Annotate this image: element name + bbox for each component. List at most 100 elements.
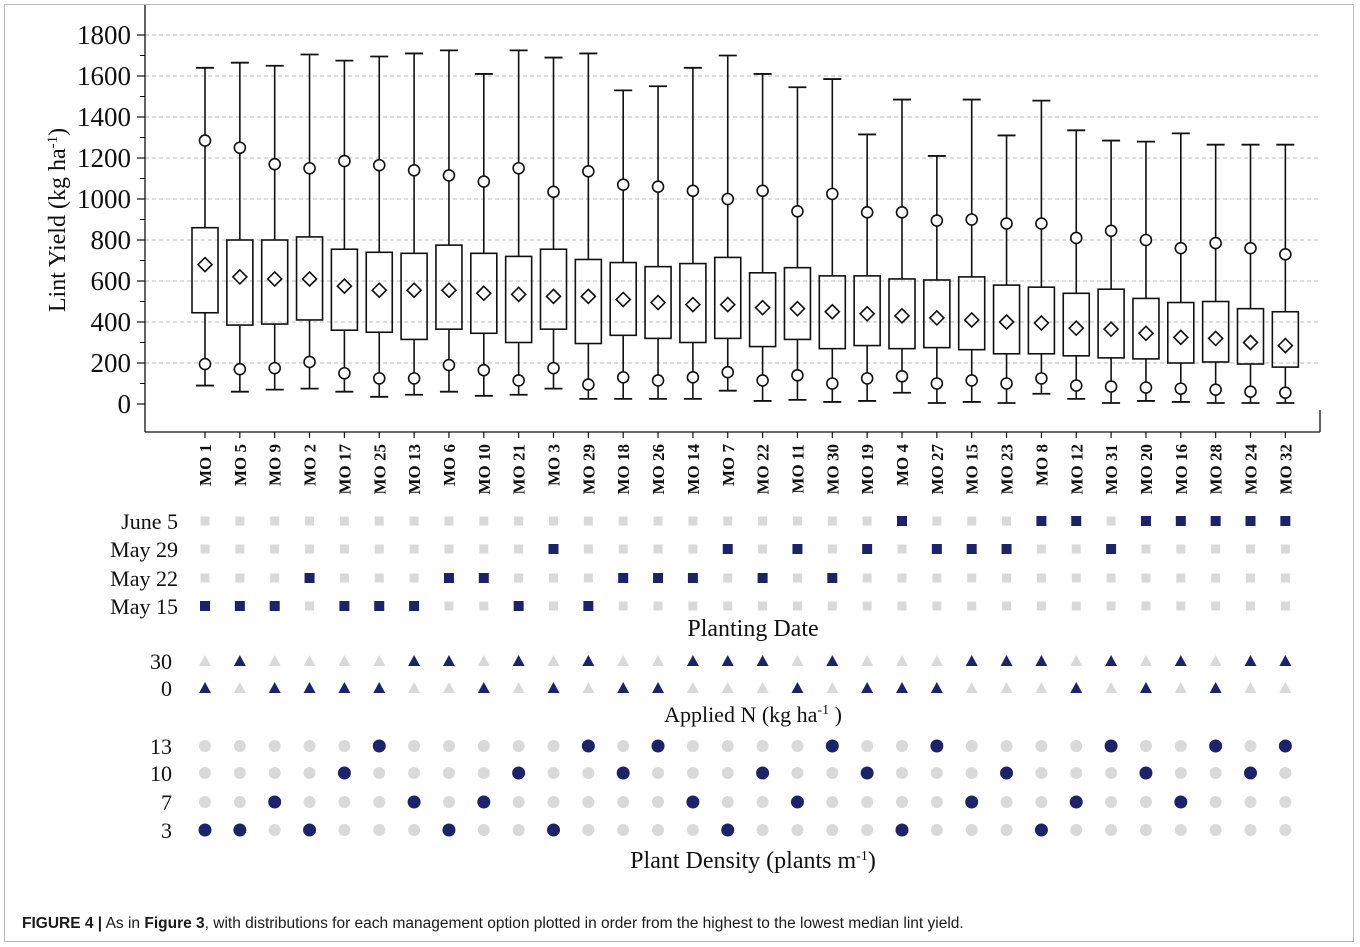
level-marker-selected: [268, 795, 282, 809]
x-tick-label: MO 2: [301, 444, 320, 486]
p5-marker: [930, 377, 944, 390]
level-marker: [409, 544, 419, 554]
x-tick-labels: MO 1 MO 5 MO 9 MO 2 MO 17 MO 25 MO 13 MO 6 MO 10…: [196, 444, 1295, 495]
level-marker: [442, 767, 455, 779]
level-marker: [965, 767, 978, 779]
box-mo-29: [574, 52, 603, 400]
median-marker: [719, 296, 736, 313]
p5-marker: [895, 370, 909, 383]
p95-marker: [1035, 217, 1048, 230]
level-marker: [756, 796, 769, 808]
level-marker: [409, 516, 419, 526]
level-marker: [1246, 544, 1255, 554]
level-marker: [618, 516, 628, 526]
level-marker: [965, 824, 978, 836]
level-marker-selected: [827, 573, 838, 583]
factor-triangle: 300 Applied N (kg ha-1 ): [150, 649, 1292, 727]
p95-marker: [338, 154, 351, 168]
box-mo-31: [1097, 139, 1125, 404]
p5-marker: [477, 363, 491, 377]
level-marker: [758, 544, 768, 554]
level-marker: [1209, 824, 1222, 836]
level-marker: [1106, 516, 1116, 526]
level-marker: [686, 682, 699, 693]
x-tick-label: MO 19: [858, 444, 877, 495]
level-marker: [514, 573, 524, 583]
level-marker: [896, 740, 908, 752]
x-tick-label: MO 9: [266, 444, 285, 486]
level-marker: [583, 516, 593, 526]
level-marker: [1070, 824, 1083, 836]
level-marker-selected: [862, 544, 873, 554]
x-tick-label: MO 30: [823, 444, 842, 495]
level-marker: [233, 682, 246, 693]
p95-marker: [442, 169, 456, 182]
iqr-box: [574, 258, 603, 345]
level-marker-selected: [1245, 516, 1256, 526]
level-marker-selected: [1244, 655, 1257, 666]
box-mo-5: [226, 61, 254, 393]
level-marker: [1106, 573, 1116, 583]
factor-title: Applied N (kg ha-1 ): [664, 702, 842, 727]
level-marker-selected: [547, 682, 560, 693]
level-marker: [652, 796, 665, 808]
p5-marker: [686, 371, 700, 384]
p5-marker: [233, 362, 247, 376]
level-marker-selected: [582, 655, 595, 666]
level-marker: [268, 824, 281, 836]
y-tick-label: 800: [91, 225, 132, 255]
level-marker: [965, 682, 978, 693]
iqr-box: [818, 275, 847, 350]
p5-marker: [582, 378, 595, 391]
level-marker-selected: [548, 544, 559, 554]
box-mo-19: [853, 133, 881, 402]
level-marker-selected: [303, 823, 317, 837]
box-mo-27: [923, 155, 951, 404]
level-marker-selected: [617, 682, 630, 693]
level-marker-selected: [269, 601, 280, 611]
level-marker: [1176, 544, 1186, 554]
level-marker: [373, 796, 386, 808]
level-marker: [270, 544, 280, 554]
iqr-box: [191, 226, 219, 314]
level-marker: [617, 824, 630, 836]
level-marker-selected: [478, 573, 489, 583]
box-mo-12: [1062, 129, 1091, 400]
p95-marker: [372, 158, 386, 172]
p95-marker: [547, 185, 560, 199]
level-marker: [200, 573, 210, 583]
level-marker: [617, 796, 630, 808]
p95-marker: [930, 214, 944, 227]
level-marker: [1036, 544, 1046, 554]
box-mo-26: [644, 85, 672, 400]
level-marker: [930, 796, 943, 808]
p5-marker: [756, 374, 769, 387]
median-marker: [1033, 314, 1050, 332]
x-tick-label: MO 3: [545, 444, 564, 486]
y-tick-label: 400: [91, 307, 132, 337]
level-marker: [235, 516, 245, 526]
p5-marker: [791, 368, 804, 382]
median-marker: [1137, 325, 1155, 342]
level-marker: [1280, 544, 1290, 554]
median-marker: [545, 288, 562, 305]
level-marker: [896, 796, 908, 808]
x-tick-label: MO 22: [754, 444, 773, 495]
p95-marker: [1174, 241, 1188, 255]
level-marker-selected: [897, 516, 907, 526]
factor-level-label: May 29: [110, 537, 178, 562]
median-marker: [859, 305, 876, 322]
y-tick-label: 200: [91, 348, 132, 378]
p95-marker: [616, 178, 630, 191]
level-marker: [303, 796, 316, 808]
x-tick-label: MO 12: [1067, 444, 1086, 495]
x-tick-label: MO 31: [1102, 444, 1121, 495]
level-marker: [617, 740, 630, 752]
x-tick-label: MO 15: [963, 444, 982, 495]
level-marker-selected: [860, 766, 874, 780]
level-marker-selected: [1139, 682, 1152, 693]
level-marker-selected: [1034, 823, 1048, 837]
level-marker: [408, 824, 421, 836]
p5-marker: [303, 355, 316, 369]
